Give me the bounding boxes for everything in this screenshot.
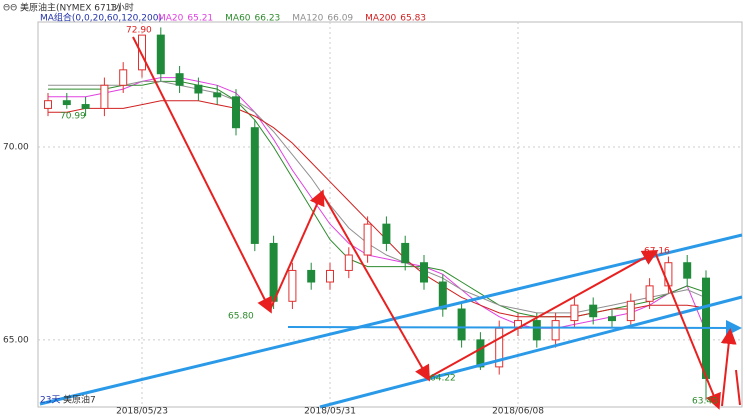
candle-body xyxy=(326,269,334,283)
candle-body xyxy=(175,73,184,86)
candle-body xyxy=(363,223,372,256)
annotation: 72.90 xyxy=(126,26,152,36)
support-line xyxy=(287,319,742,336)
grid xyxy=(38,22,742,407)
candle-body xyxy=(232,96,240,129)
legend-value: 66.23 xyxy=(255,14,281,24)
candles xyxy=(44,27,710,401)
candle-body xyxy=(420,262,428,283)
legend: MA20 65.21 MA60 66.23 MA120 66.09 MA200 65.83 xyxy=(158,14,426,24)
wave-arrow xyxy=(269,189,325,311)
wave-arrow xyxy=(735,369,741,406)
candle-body xyxy=(269,242,278,302)
channel-line xyxy=(39,233,743,406)
x-tick-label: 2018/06/08 xyxy=(492,407,544,417)
ma-line xyxy=(48,100,707,318)
candle-body xyxy=(288,269,297,302)
x-tick-label: 2018/05/31 xyxy=(304,407,356,417)
candle-body xyxy=(81,104,90,109)
candle-body xyxy=(476,339,485,368)
candle-body xyxy=(213,92,222,98)
annotation: 65.80 xyxy=(228,312,254,322)
legend-name: MA200 xyxy=(365,14,396,24)
candle-body xyxy=(457,308,466,341)
annotation: 63.43 xyxy=(692,397,718,407)
candle-body xyxy=(44,100,52,109)
legend-value: 66.09 xyxy=(327,14,353,24)
ma-line xyxy=(48,77,707,332)
candle-body xyxy=(645,285,654,302)
legend-value: 65.83 xyxy=(400,14,426,24)
channel-line xyxy=(319,295,743,409)
candle-body xyxy=(401,242,410,264)
wave-arrow xyxy=(132,36,272,314)
ma-line xyxy=(48,80,707,318)
candle-body xyxy=(608,316,616,322)
candle-body xyxy=(626,300,635,322)
y-tick-label: 65.00 xyxy=(3,335,29,345)
candle-body xyxy=(307,269,316,283)
legend-name: MA20 xyxy=(158,14,184,24)
candle-body xyxy=(156,34,165,75)
candle-body xyxy=(382,223,391,244)
legend-name: MA120 xyxy=(292,14,323,24)
candle-body xyxy=(344,254,353,271)
x-tick-label: 2018/05/23 xyxy=(116,407,168,417)
candle-body xyxy=(589,304,598,318)
legend-value: 65.21 xyxy=(187,14,213,24)
plot-frame xyxy=(37,21,743,408)
footer-name: 美原油7 xyxy=(63,394,96,406)
annotation: 70.99 xyxy=(60,112,86,122)
wave-arrow xyxy=(654,251,721,410)
candle-body xyxy=(250,127,259,244)
candle-body xyxy=(570,304,579,322)
price-annotations: 72.90 70.99 65.80 64.22 67.16 63.43 xyxy=(60,26,718,407)
annotation: 64.22 xyxy=(430,374,456,384)
legend-name: MA60 xyxy=(225,14,251,24)
y-tick-label: 70.00 xyxy=(3,142,29,152)
header: ΘΘ 美原油主(NYMEX 6713) 1小时 MA组合(0,0,20,60,1… xyxy=(3,2,162,24)
candle-body xyxy=(62,100,71,106)
wave-arrow xyxy=(427,250,659,379)
period[interactable]: 1小时 xyxy=(110,2,134,14)
ma-group: MA组合(0,0,20,60,120,200) xyxy=(40,12,162,24)
candle-body xyxy=(438,281,447,310)
candle-body xyxy=(683,262,692,279)
moving-averages xyxy=(48,77,707,332)
candle-body xyxy=(532,320,541,341)
candle-body xyxy=(194,84,203,94)
candle-body xyxy=(100,84,109,109)
annotation: 67.16 xyxy=(644,247,670,257)
header-icon: ΘΘ xyxy=(3,4,17,14)
wave-arrow xyxy=(720,328,737,407)
trend-drawings xyxy=(39,36,743,410)
candle-body xyxy=(138,34,146,71)
footer-days: 23天 xyxy=(40,396,60,406)
candle-body xyxy=(119,69,128,86)
candle-body xyxy=(551,320,560,341)
wave-arrow xyxy=(321,192,430,382)
symbol[interactable]: 美原油主(NYMEX 6713) xyxy=(20,2,121,14)
